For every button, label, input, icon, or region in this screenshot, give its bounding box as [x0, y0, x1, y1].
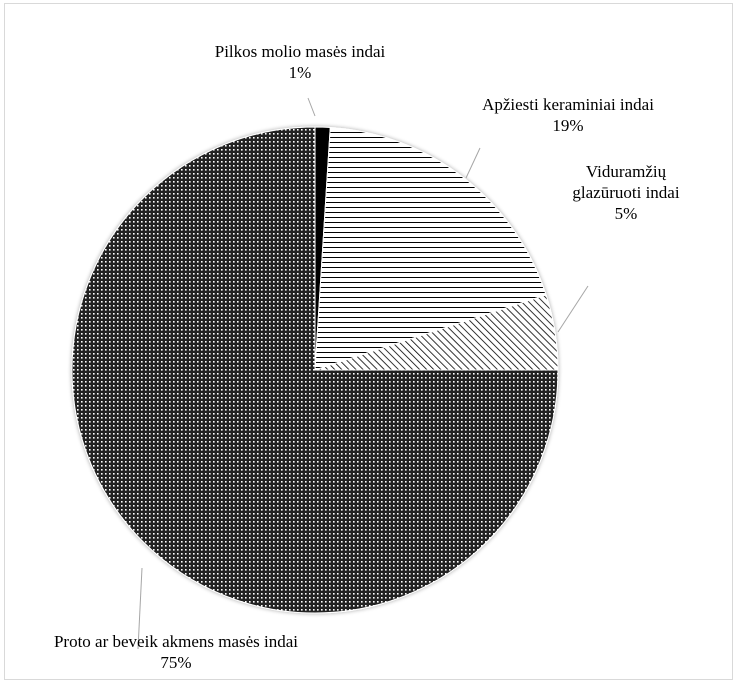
- slice-label-2: Viduramžių glazūruoti indai 5%: [572, 162, 679, 223]
- slice-label-3: Proto ar beveik akmens masės indai 75%: [54, 632, 298, 672]
- slice-label-1: Apžiesti keraminiai indai 19%: [482, 95, 654, 135]
- leader-line-0: [307, 97, 316, 117]
- leader-line-1: [465, 147, 481, 179]
- pie-slice-3: [71, 126, 559, 614]
- pie-slice-1: [314, 126, 547, 371]
- slice-label-0: Pilkos molio masės indai 1%: [215, 42, 386, 82]
- leader-line-3: [137, 567, 143, 650]
- leader-line-2: [557, 285, 589, 333]
